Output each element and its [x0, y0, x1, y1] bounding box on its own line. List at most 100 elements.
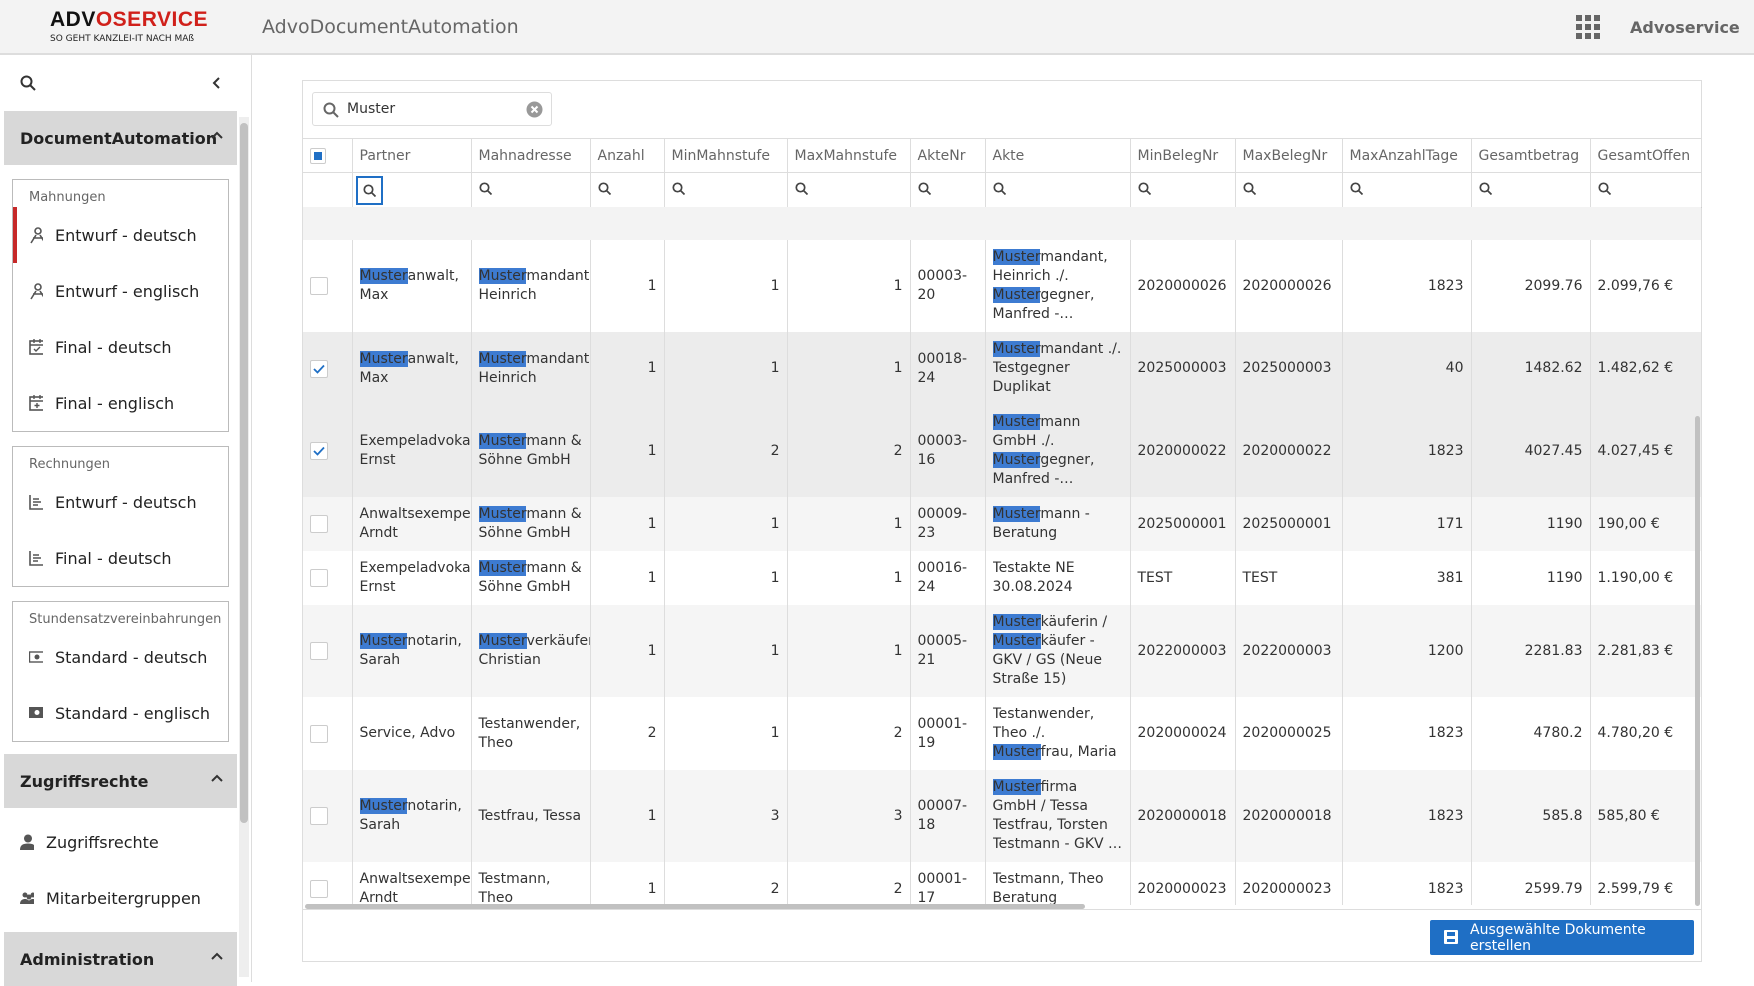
- nav-item[interactable]: Final - deutsch: [13, 530, 228, 586]
- column-header[interactable]: MaxBelegNr: [1235, 139, 1342, 173]
- checkbox[interactable]: [310, 807, 328, 825]
- filter-cell[interactable]: [590, 173, 664, 208]
- user-name[interactable]: Advoservice: [1630, 18, 1740, 37]
- filter-icon[interactable]: [672, 182, 685, 195]
- filter-cell[interactable]: [985, 173, 1130, 208]
- column-header[interactable]: MaxAnzahlTage: [1342, 139, 1471, 173]
- filter-icon[interactable]: [993, 182, 1006, 195]
- checkbox[interactable]: [310, 642, 328, 660]
- table-row[interactable]: Exempeladvokat, ErnstMustermann & Söhne …: [303, 551, 1701, 605]
- group-label: Mahnungen: [13, 180, 228, 207]
- filter-icon[interactable]: [1243, 182, 1256, 195]
- cell-text: 1482.62: [1479, 359, 1583, 378]
- column-header[interactable]: Partner: [352, 139, 471, 173]
- table-cell: 190,00 €: [1590, 497, 1701, 551]
- checkbox[interactable]: [310, 360, 328, 378]
- clear-icon[interactable]: [526, 101, 543, 118]
- cell-text: 1823: [1350, 807, 1464, 826]
- column-header[interactable]: Mahnadresse: [471, 139, 590, 173]
- collapse[interactable]: [212, 77, 220, 89]
- column-header[interactable]: MinBelegNr: [1130, 139, 1235, 173]
- filter-cell[interactable]: [471, 173, 590, 208]
- cell-text: Testmann, Theo Beratung: [993, 870, 1123, 905]
- filter-cell[interactable]: [1130, 173, 1235, 208]
- nav-section[interactable]: DocumentAutomation: [4, 111, 237, 165]
- create-button[interactable]: Ausgewählte Dokumente erstellen: [1430, 920, 1694, 955]
- nav-section[interactable]: Zugriffsrechte: [4, 754, 237, 808]
- filter-cell[interactable]: [1590, 173, 1701, 208]
- table-row[interactable]: Anwaltsexempel, ArndtMustermann & Söhne …: [303, 497, 1701, 551]
- cell-text: 1190: [1479, 569, 1583, 588]
- column-header[interactable]: GesamtOffen: [1590, 139, 1701, 173]
- nav-section[interactable]: Administration: [4, 932, 237, 986]
- nav-item[interactable]: Standard - deutsch: [13, 629, 228, 685]
- filter-icon[interactable]: [1598, 182, 1611, 195]
- column-header[interactable]: Gesamtbetrag: [1471, 139, 1590, 173]
- chevron[interactable]: [211, 774, 223, 782]
- table-cell: 00018-24: [910, 332, 985, 405]
- table-cell: 2025000003: [1235, 332, 1342, 405]
- filter-icon[interactable]: [363, 184, 376, 197]
- column-header[interactable]: MaxMahnstufe: [787, 139, 910, 173]
- filter-cell[interactable]: [910, 173, 985, 208]
- nav-item[interactable]: Standard - englisch: [13, 685, 228, 741]
- nav-search[interactable]: [20, 75, 36, 91]
- checkbox[interactable]: [310, 725, 328, 743]
- table-row[interactable]: Musteranwalt, MaxMustermandant, Heinrich…: [303, 240, 1701, 332]
- filter-cell[interactable]: [1235, 173, 1342, 208]
- filter-cell[interactable]: [1342, 173, 1471, 208]
- column-header[interactable]: MinMahnstufe: [664, 139, 787, 173]
- table-cell: 1: [590, 240, 664, 332]
- apps-icon[interactable]: [1576, 15, 1600, 39]
- chevron[interactable]: [211, 131, 223, 139]
- column-header[interactable]: AkteNr: [910, 139, 985, 173]
- nav-icon: [29, 395, 55, 411]
- filter-icon[interactable]: [795, 182, 808, 195]
- table-row[interactable]: Anwaltsexempel, ArndtTestmann, Theo12200…: [303, 862, 1701, 905]
- filter-cell[interactable]: [352, 173, 471, 208]
- nav-item[interactable]: Entwurf - englisch: [13, 263, 228, 319]
- filter-icon[interactable]: [918, 182, 931, 195]
- filter-icon[interactable]: [1479, 182, 1492, 195]
- nav-item[interactable]: Entwurf - deutsch: [13, 207, 228, 263]
- cell-text: 2: [598, 724, 657, 743]
- table-row[interactable]: Musternotarin, SarahTestfrau, Tessa13300…: [303, 770, 1701, 862]
- column-header[interactable]: Akte: [985, 139, 1130, 173]
- filter-cell[interactable]: [787, 173, 910, 208]
- checkbox[interactable]: [310, 442, 328, 460]
- table-row[interactable]: Service, AdvoTestanwender, Theo21200001-…: [303, 697, 1701, 770]
- table-row[interactable]: Musternotarin, SarahMusterverkäufer, Chr…: [303, 605, 1701, 697]
- filter-icon[interactable]: [1350, 182, 1363, 195]
- checkbox[interactable]: [310, 569, 328, 587]
- nav-item[interactable]: Zugriffsrechte: [4, 814, 237, 870]
- filter-icon[interactable]: [598, 182, 611, 195]
- search-box[interactable]: Muster: [312, 92, 552, 126]
- nav-item[interactable]: Entwurf - deutsch: [13, 474, 228, 530]
- table-row[interactable]: Exempeladvokat, ErnstMustermann & Söhne …: [303, 405, 1701, 497]
- nav-item[interactable]: Final - deutsch: [13, 319, 228, 375]
- nav-item[interactable]: Mitarbeitergruppen: [4, 870, 237, 926]
- table-cell: 1823: [1342, 405, 1471, 497]
- cell-text: 1.482,62 €: [1598, 359, 1694, 378]
- nav-item[interactable]: Final - englisch: [13, 375, 228, 431]
- nav-group: StundensatzvereinbahrungenStandard - deu…: [12, 601, 229, 742]
- filter-cell[interactable]: [1471, 173, 1590, 208]
- table-cell: 1: [590, 862, 664, 905]
- table-cell: Mustermandant, Heinrich: [471, 332, 590, 405]
- filter-cell[interactable]: [664, 173, 787, 208]
- column-header[interactable]: Anzahl: [590, 139, 664, 173]
- checkbox[interactable]: [310, 515, 328, 533]
- table-row[interactable]: Musteranwalt, MaxMustermandant, Heinrich…: [303, 332, 1701, 405]
- checkbox[interactable]: [310, 880, 328, 898]
- table-cell: 3: [787, 770, 910, 862]
- checkbox[interactable]: [310, 277, 328, 295]
- table-cell: 4027.45: [1471, 405, 1590, 497]
- chevron[interactable]: [211, 952, 223, 960]
- table-cell: Musteranwalt, Max: [352, 332, 471, 405]
- table-cell: Testakte NE 30.08.2024: [985, 551, 1130, 605]
- filter-icon[interactable]: [1138, 182, 1151, 195]
- filter-icon[interactable]: [479, 182, 492, 195]
- checkbox[interactable]: [310, 148, 326, 164]
- app-title: AdvoDocumentAutomation: [262, 16, 519, 38]
- table-cell: 585,80 €: [1590, 770, 1701, 862]
